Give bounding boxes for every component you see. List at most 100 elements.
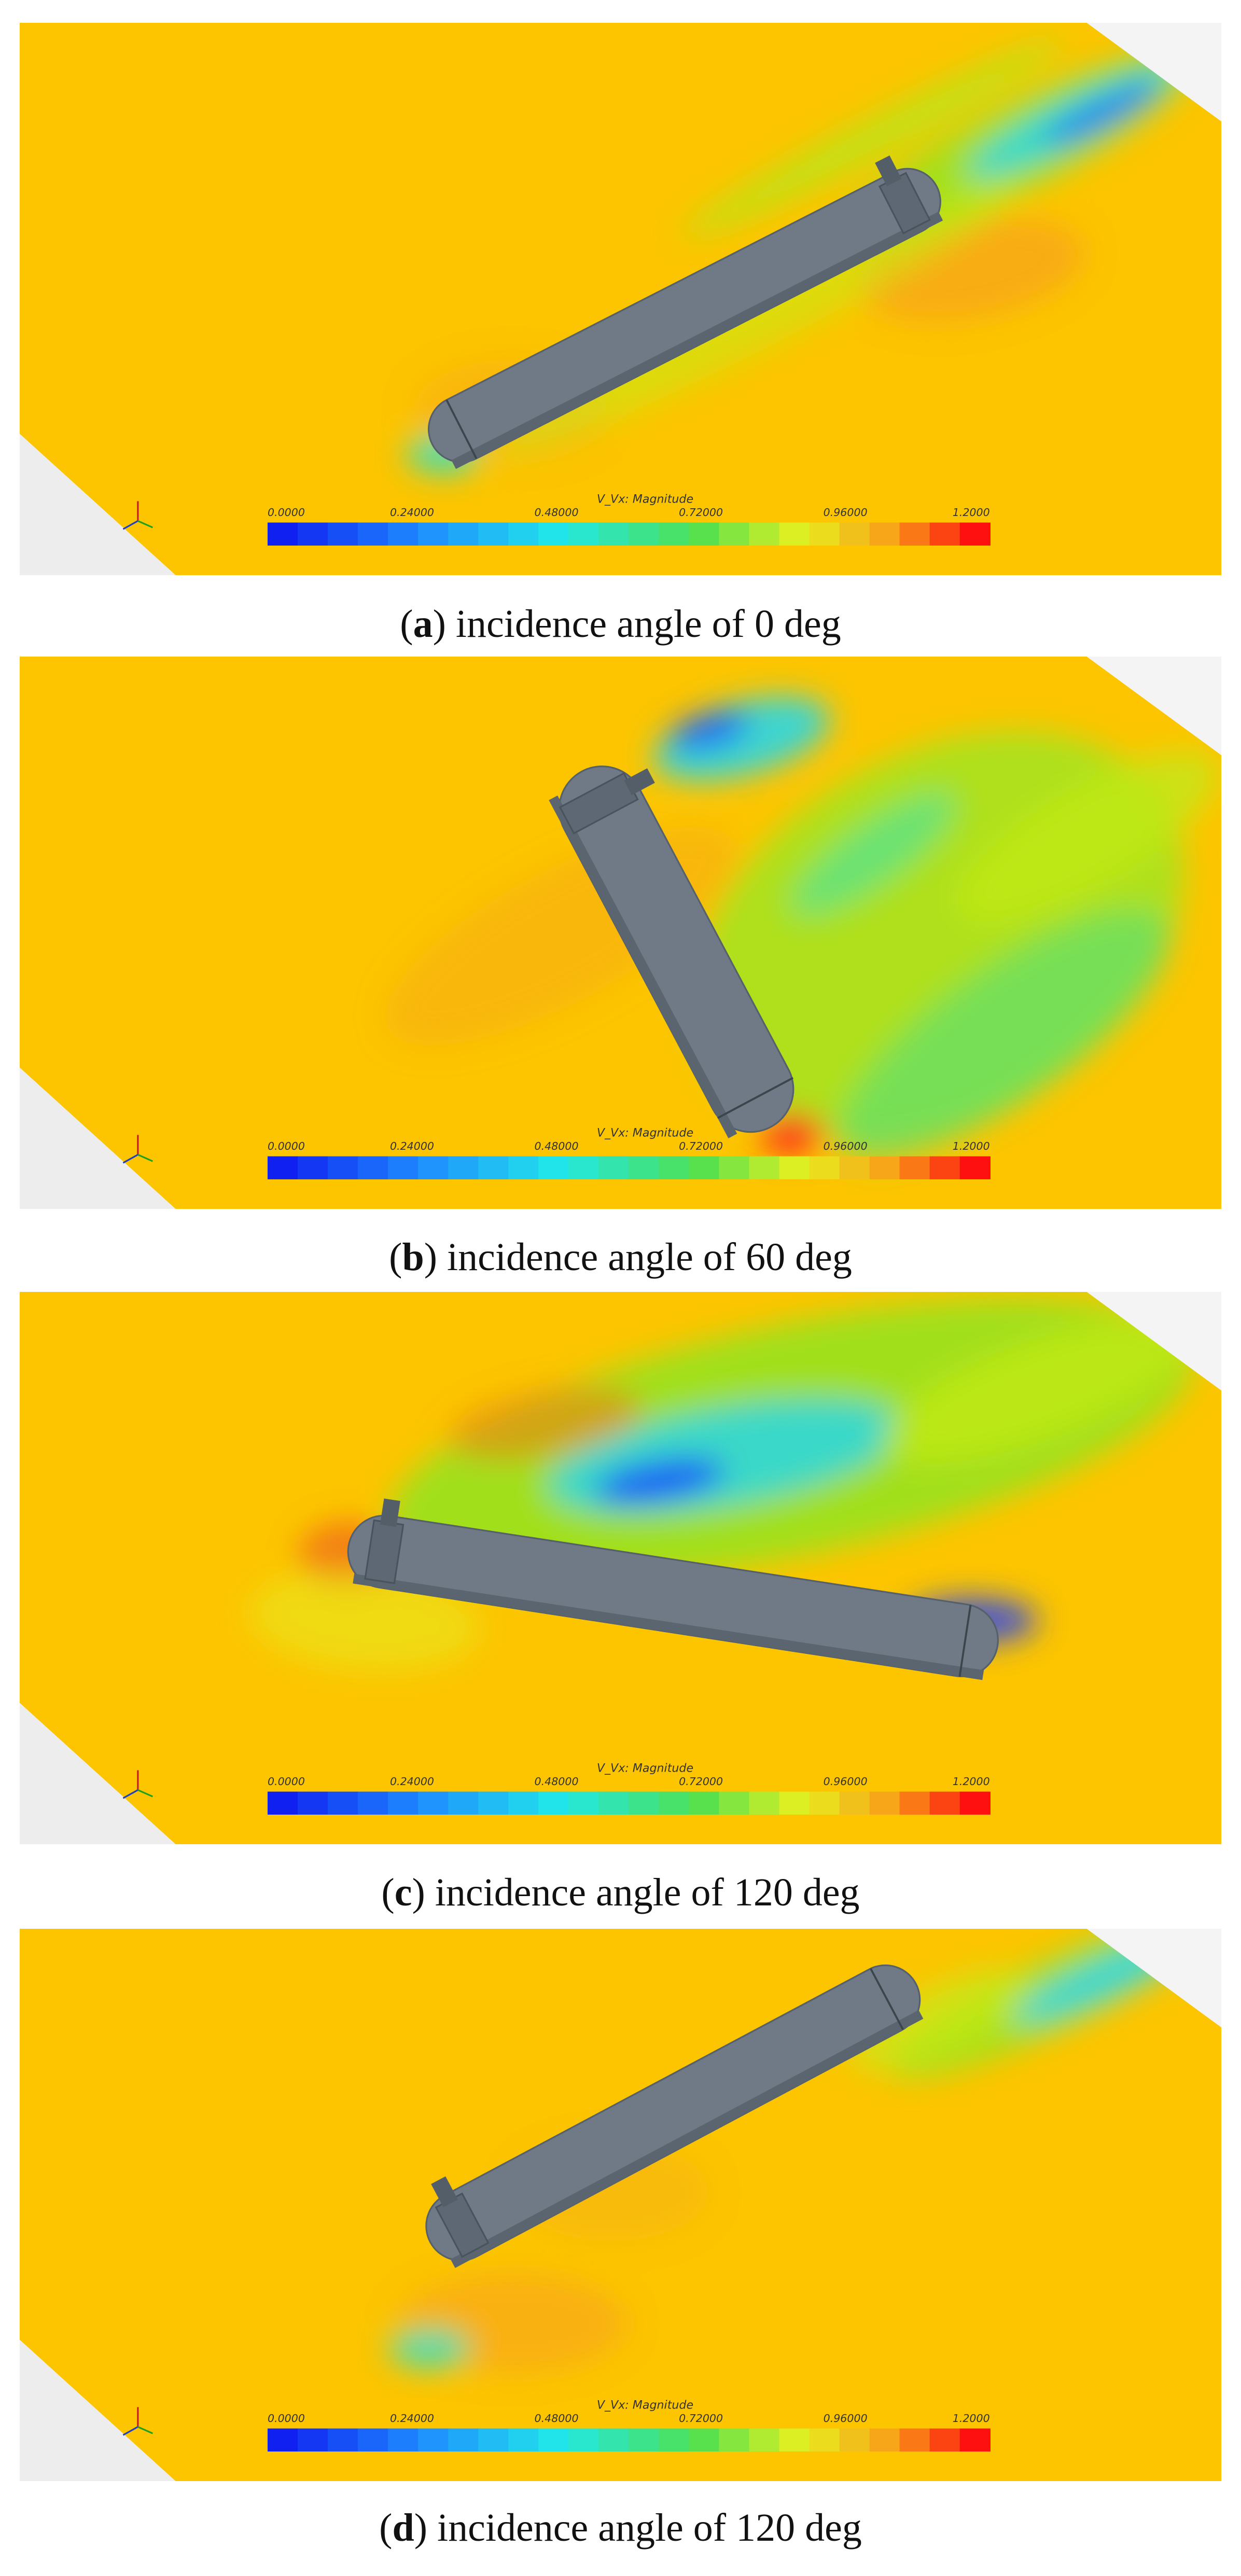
colorbar-segment (328, 522, 359, 546)
colorbar-segment (719, 1156, 750, 1179)
caption-letter: c (394, 1871, 412, 1914)
colorbar-segment (869, 522, 900, 546)
colorbar-segment (388, 1791, 419, 1815)
colorbar-segment (959, 1791, 991, 1815)
ship (425, 1964, 924, 2268)
colorbar-segment (869, 2428, 900, 2452)
colorbar-segment (328, 2428, 359, 2452)
hull-side (353, 1574, 984, 1680)
colorbar-segment (358, 522, 389, 546)
colorbar-segment (598, 1156, 630, 1179)
colorbar-segment (749, 1156, 780, 1179)
colorbar-tick-label: 0.72000 (679, 1140, 723, 1152)
colorbar-segment (508, 2428, 539, 2452)
colorbar-segment (809, 1791, 840, 1815)
colorbar-tick-label: 0.96000 (824, 1140, 868, 1152)
colorbar-segment (869, 1156, 900, 1179)
caption-text: ) incidence angle of 0 deg (433, 602, 841, 646)
colorbar-segment (358, 1791, 389, 1815)
colorbar-segment (689, 2428, 720, 2452)
bow-seam (958, 1605, 972, 1677)
colorbar-segment (568, 522, 599, 546)
cfd-panel: V_Vx: Magnitude 0.0000 0.24000 0.48000 0.720… (20, 1292, 1221, 1844)
colorbar-segment (629, 1791, 660, 1815)
caption-letter: b (402, 1235, 424, 1279)
axis-triad (137, 2426, 154, 2434)
colorbar-segment (779, 1156, 810, 1179)
flow-region (448, 1386, 643, 1460)
axis-triad (122, 1789, 138, 1799)
colorbar-segment (659, 522, 690, 546)
colorbar-segment (508, 1791, 539, 1815)
bow-seam (870, 1968, 904, 2030)
bridge (431, 2176, 458, 2207)
colorbar-segment (659, 1156, 690, 1179)
colorbar-segment (899, 2428, 930, 2452)
caption: (d) incidence angle of 120 deg (0, 2504, 1241, 2551)
colorbar-tick-label: 0.48000 (535, 1775, 579, 1788)
axis-triad (122, 520, 138, 530)
colorbar-segment (388, 1156, 419, 1179)
caption-letter: d (392, 2506, 414, 2550)
bridge (380, 1498, 400, 1527)
colorbar-segment (538, 1156, 569, 1179)
colorbar-segment (659, 2428, 690, 2452)
caption-open: ( (381, 1871, 395, 1914)
caption-letter: a (413, 602, 433, 646)
colorbar-segment (478, 1791, 509, 1815)
flow-region (790, 792, 956, 916)
colorbar-segment (959, 1156, 991, 1179)
colorbar-tick-label: 0.24000 (390, 1775, 434, 1788)
colorbar-segment (508, 522, 539, 546)
colorbar-segment (689, 1156, 720, 1179)
colorbar-segment (629, 2428, 660, 2452)
flow-region (1044, 81, 1162, 146)
colorbar-segment (267, 522, 299, 546)
caption: (c) incidence angle of 120 deg (0, 1869, 1241, 1916)
colorbar-segment (538, 522, 569, 546)
flow-region (839, 909, 1170, 1160)
colorbar-tick-label: 0.24000 (390, 2412, 434, 2425)
colorbar-segment (297, 522, 329, 546)
colorbar-segment (297, 2428, 329, 2452)
colorbar-segment (568, 1791, 599, 1815)
colorbar-segment (267, 1791, 299, 1815)
colorbar-segment (689, 1791, 720, 1815)
colorbar-segment (929, 522, 960, 546)
colorbar-segment (839, 1156, 870, 1179)
caption-open: ( (400, 602, 413, 646)
colorbar-segment (839, 2428, 870, 2452)
colorbar-segment (297, 1791, 329, 1815)
axis-triad (137, 1153, 154, 1162)
colorbar-segment (899, 522, 930, 546)
colorbar-tick-label: 0.48000 (535, 506, 579, 519)
colorbar-segment (358, 1156, 389, 1179)
colorbar-segment (809, 522, 840, 546)
colorbar-tick-label: 0.48000 (535, 1140, 579, 1152)
colorbar-segment (899, 1791, 930, 1815)
colorbar-tick-label: 1.2000 (953, 1775, 990, 1788)
flow-region (669, 711, 749, 750)
colorbar-segment (779, 2428, 810, 2452)
colorbar-segment (418, 1156, 449, 1179)
cfd-panel: V_Vx: Magnitude 0.0000 0.24000 0.48000 0.720… (20, 23, 1221, 575)
caption: (a) incidence angle of 0 deg (0, 601, 1241, 647)
colorbar-tick-label: 0.72000 (679, 1775, 723, 1788)
colorbar-segment (418, 2428, 449, 2452)
caption-open: ( (389, 1235, 402, 1279)
colorbar-segment (267, 2428, 299, 2452)
colorbar-segment (297, 1156, 329, 1179)
axis-triad (122, 2426, 138, 2436)
colorbar-segment (388, 522, 419, 546)
flow-region (495, 182, 1022, 456)
colorbar-segment (749, 2428, 780, 2452)
colorbar-segment (568, 1156, 599, 1179)
colorbar-segment (448, 522, 479, 546)
colorbar-segment (448, 1156, 479, 1179)
colorbar-tick-label: 0.72000 (679, 506, 723, 519)
colorbar-segment (719, 522, 750, 546)
colorbar-segment (358, 2428, 389, 2452)
colorbar-segment (779, 522, 810, 546)
colorbar-segment (929, 2428, 960, 2452)
